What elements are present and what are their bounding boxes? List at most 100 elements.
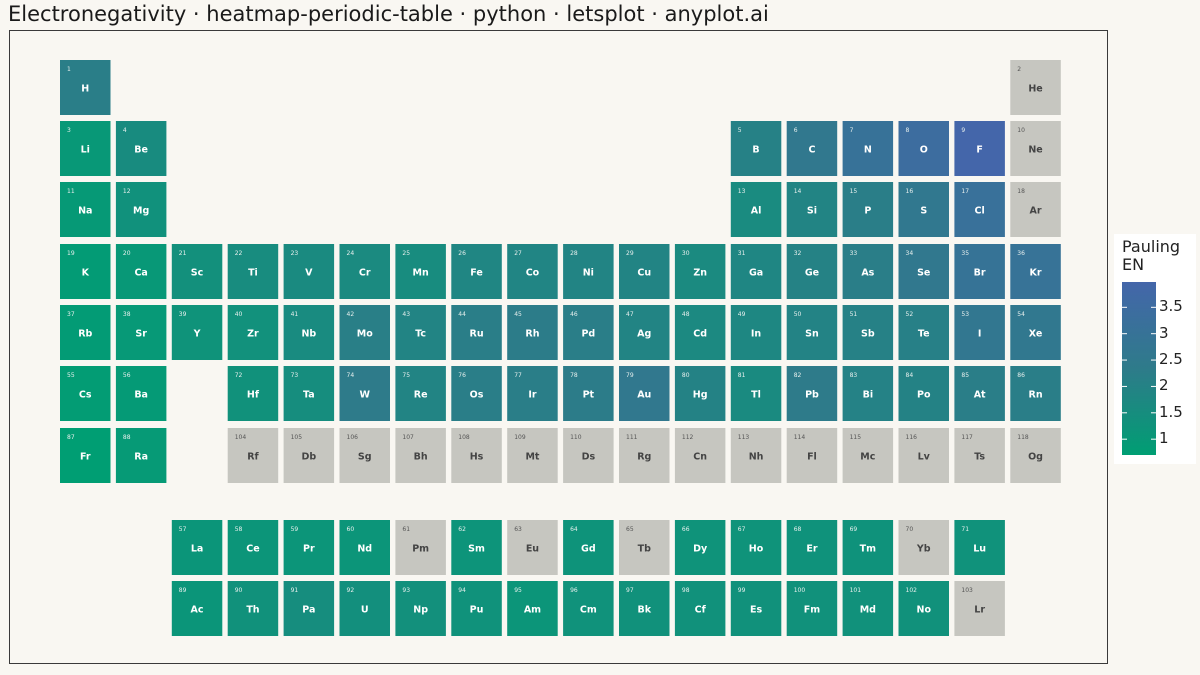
atomic-number: 99: [738, 587, 746, 594]
element-tile-hg: 80 Hg: [674, 366, 726, 421]
element-symbol: Cd: [693, 329, 707, 340]
element-symbol: Xe: [1029, 329, 1043, 340]
element-tile-y: 39 Y: [171, 305, 223, 360]
element-symbol: O: [920, 145, 928, 156]
element-symbol: Gd: [581, 544, 596, 555]
tile-rect: [898, 520, 949, 575]
tile-rect: [730, 520, 782, 575]
element-symbol: In: [751, 329, 762, 340]
element-symbol: Sg: [358, 452, 372, 463]
element-tile-na: 11 Na: [60, 182, 111, 237]
tile-rect: [60, 305, 111, 360]
element-tile-fl: 114 Fl: [786, 428, 838, 483]
element-tile-fm: 100 Fm: [786, 581, 838, 636]
atomic-number: 116: [906, 434, 918, 441]
tile-rect: [1010, 121, 1061, 176]
element-tile-hf: 72 Hf: [227, 366, 279, 421]
legend-tick-label: 2: [1159, 376, 1169, 395]
atomic-number: 9: [961, 127, 965, 134]
atomic-number: 38: [123, 311, 131, 318]
tile-rect: [898, 121, 949, 176]
element-tile-se: 34 Se: [898, 244, 949, 299]
element-symbol: Ta: [303, 390, 315, 401]
element-tile-nd: 60 Nd: [339, 520, 390, 575]
tile-rect: [954, 244, 1005, 299]
element-symbol: Np: [413, 605, 428, 616]
tile-rect: [115, 182, 167, 237]
element-symbol: As: [861, 268, 874, 279]
element-symbol: Co: [526, 268, 540, 279]
atomic-number: 71: [961, 526, 969, 533]
tile-rect: [451, 428, 502, 483]
atomic-number: 80: [682, 372, 690, 379]
tile-rect: [1010, 244, 1061, 299]
legend-tick-label: 2.5: [1159, 350, 1183, 369]
tile-rect: [1010, 366, 1061, 421]
tile-rect: [339, 581, 390, 636]
element-symbol: Re: [414, 390, 428, 401]
element-symbol: Ds: [582, 452, 596, 463]
atomic-number: 17: [961, 188, 969, 195]
element-tile-yb: 70 Yb: [898, 520, 949, 575]
element-symbol: B: [752, 145, 759, 156]
tile-rect: [619, 244, 670, 299]
element-tile-po: 84 Po: [898, 366, 949, 421]
element-symbol: Og: [1028, 452, 1043, 463]
atomic-number: 3: [67, 127, 71, 134]
element-tile-li: 3 Li: [60, 121, 111, 176]
element-tile-be: 4 Be: [115, 121, 167, 176]
element-tile-ts: 117 Ts: [954, 428, 1005, 483]
atomic-number: 47: [626, 311, 634, 318]
element-tile-gd: 64 Gd: [563, 520, 614, 575]
element-symbol: Y: [193, 329, 201, 340]
element-tile-ag: 47 Ag: [619, 305, 670, 360]
element-tile-pb: 82 Pb: [786, 366, 838, 421]
element-symbol: Ce: [246, 544, 259, 555]
element-symbol: Ho: [749, 544, 764, 555]
legend-title: Pauling EN: [1122, 238, 1198, 274]
element-tile-i: 53 I: [954, 305, 1005, 360]
atomic-number: 101: [850, 587, 862, 594]
atomic-number: 19: [67, 250, 75, 257]
tile-rect: [563, 244, 614, 299]
atomic-number: 88: [123, 434, 131, 441]
element-tile-ca: 20 Ca: [115, 244, 167, 299]
element-symbol: Pu: [470, 605, 484, 616]
tile-rect: [619, 428, 670, 483]
element-symbol: Tc: [415, 329, 426, 340]
element-symbol: Cn: [693, 452, 707, 463]
tile-rect: [395, 305, 446, 360]
atomic-number: 7: [850, 127, 854, 134]
atomic-number: 97: [626, 587, 634, 594]
element-symbol: Ar: [1030, 206, 1042, 217]
element-symbol: Sc: [191, 268, 203, 279]
tile-rect: [1010, 60, 1061, 115]
element-symbol: Sn: [805, 329, 819, 340]
element-symbol: Ti: [248, 268, 258, 279]
element-symbol: Rb: [78, 329, 92, 340]
atomic-number: 37: [67, 311, 75, 318]
element-tile-b: 5B: [730, 121, 782, 176]
atomic-number: 110: [570, 434, 582, 441]
tile-rect: [842, 182, 894, 237]
tile-rect: [954, 182, 1005, 237]
element-symbol: Cl: [975, 206, 985, 217]
atomic-number: 117: [961, 434, 973, 441]
element-symbol: Es: [750, 605, 762, 616]
element-symbol: F: [976, 145, 983, 156]
atomic-number: 107: [402, 434, 414, 441]
element-tile-o: 8O: [898, 121, 949, 176]
atomic-number: 11: [67, 188, 75, 195]
element-symbol: Zn: [693, 268, 707, 279]
tile-rect: [60, 121, 111, 176]
atomic-number: 105: [291, 434, 303, 441]
element-tile-ce: 58 Ce: [227, 520, 279, 575]
atomic-number: 59: [291, 526, 299, 533]
element-symbol: Db: [302, 452, 317, 463]
atomic-number: 50: [794, 311, 802, 318]
element-tile-pd: 46 Pd: [563, 305, 614, 360]
element-symbol: Fm: [804, 605, 820, 616]
atomic-number: 61: [402, 526, 410, 533]
atomic-number: 2: [1017, 66, 1021, 73]
element-tile-f: 9F: [954, 121, 1005, 176]
